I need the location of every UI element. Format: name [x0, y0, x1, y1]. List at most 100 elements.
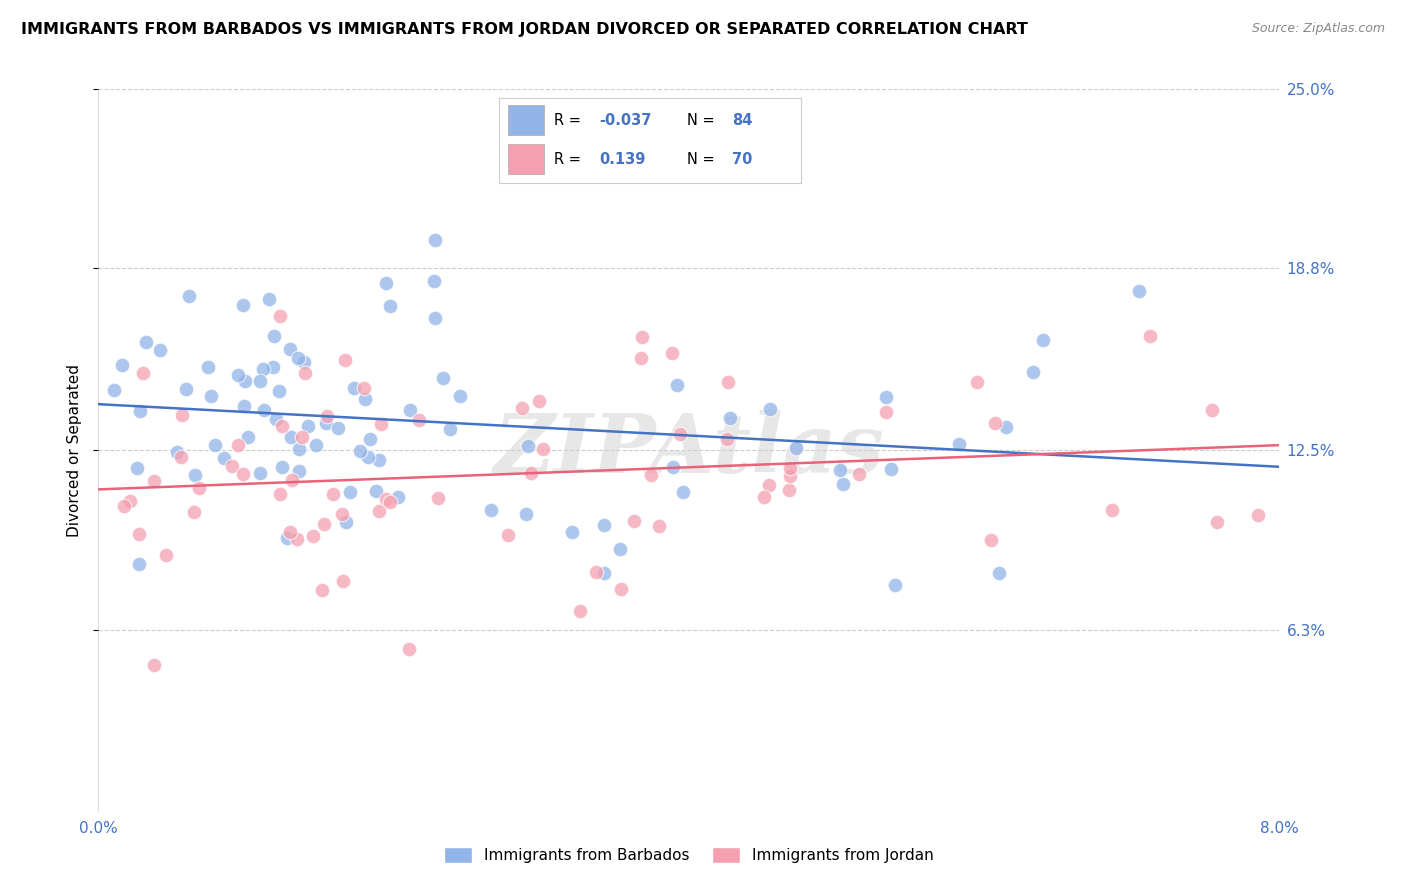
Point — [226, 438, 249, 452]
Point — [188, 481, 211, 495]
Point — [302, 529, 325, 543]
Point — [271, 418, 294, 433]
Point — [1139, 328, 1161, 343]
Point — [1101, 503, 1123, 517]
Point — [326, 421, 349, 435]
Point — [848, 467, 870, 482]
Point — [264, 412, 287, 426]
Point — [609, 541, 631, 556]
Point — [197, 360, 219, 375]
Point — [111, 358, 134, 372]
Y-axis label: Divorced or Separated: Divorced or Separated — [67, 364, 83, 537]
Point — [672, 484, 695, 499]
Point — [183, 505, 205, 519]
FancyBboxPatch shape — [508, 105, 544, 136]
Text: -0.037: -0.037 — [599, 112, 651, 128]
Point — [370, 417, 392, 432]
Point — [267, 384, 290, 398]
Point — [315, 416, 337, 430]
Point — [269, 310, 291, 324]
Point — [759, 402, 782, 417]
Text: 70: 70 — [733, 152, 752, 167]
Point — [778, 483, 800, 498]
Point — [305, 438, 328, 452]
Point — [200, 389, 222, 403]
Point — [149, 343, 172, 357]
Text: N =: N = — [686, 152, 718, 167]
Point — [262, 359, 284, 374]
Point — [375, 492, 398, 507]
Point — [875, 390, 897, 404]
Point — [135, 334, 157, 349]
Point — [291, 429, 314, 443]
Point — [623, 515, 645, 529]
Point — [332, 574, 354, 588]
Text: R =: R = — [554, 152, 585, 167]
Point — [717, 376, 740, 390]
Point — [276, 531, 298, 545]
Point — [112, 499, 135, 513]
Point — [875, 405, 897, 419]
Point — [226, 368, 249, 382]
Point — [531, 442, 554, 456]
Point — [214, 450, 236, 465]
Point — [669, 427, 692, 442]
Point — [314, 516, 336, 531]
Point — [335, 352, 357, 367]
Point — [1128, 284, 1150, 298]
Point — [585, 566, 607, 580]
Point — [496, 528, 519, 542]
Point — [665, 378, 688, 392]
Point — [249, 375, 271, 389]
Point — [170, 450, 193, 464]
Point — [287, 442, 309, 456]
Point — [988, 566, 1011, 581]
Point — [610, 582, 633, 596]
Text: IMMIGRANTS FROM BARBADOS VS IMMIGRANTS FROM JORDAN DIVORCED OR SEPARATED CORRELA: IMMIGRANTS FROM BARBADOS VS IMMIGRANTS F… — [21, 22, 1028, 37]
Point — [287, 351, 309, 365]
Legend: Immigrants from Barbados, Immigrants from Jordan: Immigrants from Barbados, Immigrants fro… — [439, 841, 939, 869]
Point — [425, 233, 447, 247]
Point — [204, 438, 226, 452]
Point — [425, 310, 447, 325]
Point — [995, 420, 1018, 434]
Point — [253, 403, 276, 417]
Point — [359, 432, 381, 446]
Point — [758, 478, 780, 492]
Point — [311, 583, 333, 598]
Point — [398, 641, 420, 656]
Point — [399, 402, 422, 417]
Point — [830, 462, 852, 476]
Point — [520, 466, 543, 480]
Point — [630, 351, 652, 365]
Point — [236, 430, 259, 444]
Point — [278, 342, 301, 356]
Point — [367, 504, 389, 518]
Point — [380, 495, 402, 509]
Point — [718, 411, 741, 425]
Point — [221, 458, 243, 473]
Point — [353, 381, 375, 395]
Point — [661, 346, 683, 360]
Point — [315, 409, 337, 424]
Point — [426, 491, 449, 505]
Text: R =: R = — [554, 112, 585, 128]
Point — [432, 371, 454, 385]
Point — [278, 525, 301, 540]
Point — [263, 328, 285, 343]
Point — [257, 293, 280, 307]
Point — [1247, 508, 1270, 522]
Text: 84: 84 — [733, 112, 752, 128]
Point — [131, 366, 153, 380]
Point — [517, 439, 540, 453]
Point — [294, 366, 316, 380]
Point — [269, 487, 291, 501]
Point — [368, 453, 391, 467]
Point — [174, 382, 197, 396]
Point — [280, 430, 302, 444]
Point — [449, 389, 471, 403]
Point — [129, 404, 152, 418]
Point — [343, 381, 366, 395]
Point — [631, 330, 654, 344]
Text: N =: N = — [686, 112, 718, 128]
